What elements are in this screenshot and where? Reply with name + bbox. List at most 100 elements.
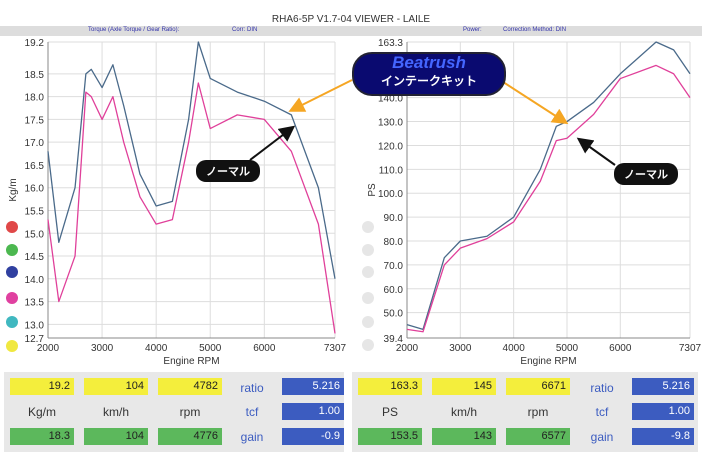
- cur-speed: 104: [84, 428, 148, 445]
- x-tick-label: 7307: [679, 343, 702, 354]
- gain-label: gain: [240, 430, 264, 444]
- tcf-value: 1.00: [282, 403, 344, 420]
- x-tick-label: 7307: [324, 343, 347, 354]
- x-tick-label: 2000: [396, 343, 419, 354]
- beatrush-badge: Beatrush インテークキット: [352, 52, 506, 96]
- x-tick-label: 3000: [449, 343, 472, 354]
- y-axis-label: PS: [367, 183, 378, 197]
- y-tick-label: 18.0: [25, 93, 45, 104]
- arrow-normal-left: [249, 125, 296, 161]
- y-tick-label: 120.0: [378, 141, 403, 152]
- max-power: 163.3: [358, 378, 422, 395]
- y-tick-label: 163.3: [378, 38, 403, 49]
- y-tick-label: 15.5: [25, 206, 45, 217]
- x-tick-label: 2000: [37, 343, 60, 354]
- cur-torque: 18.3: [10, 428, 74, 445]
- inactive-swatch: [362, 244, 374, 256]
- x-tick-label: 3000: [91, 343, 114, 354]
- y-tick-label: 50.0: [384, 309, 404, 320]
- power-label: Power:: [463, 27, 482, 33]
- x-tick-label: 6000: [609, 343, 632, 354]
- ratio-label: ratio: [590, 381, 614, 395]
- unit-power: PS: [381, 405, 398, 419]
- gain-value: -0.9: [282, 428, 344, 445]
- y-tick-label: 14.5: [25, 252, 45, 263]
- tcf-value: 1.00: [632, 403, 694, 420]
- product-label: インテークキット: [380, 74, 477, 88]
- y-tick-label: 15.0: [25, 229, 45, 240]
- ratio-value: 5.216: [632, 378, 694, 395]
- series-line-normal: [47, 82, 336, 334]
- y-tick-label: 14.0: [25, 275, 45, 286]
- y-tick-label: 17.0: [25, 138, 45, 149]
- normal-label-left: ノーマル: [196, 160, 260, 182]
- power-readout-panel: 163.3 145 6671 PS km/h rpm 153.5 143 657…: [352, 372, 698, 452]
- inactive-swatch: [362, 339, 374, 351]
- y-tick-label: 12.7: [25, 334, 45, 345]
- y-tick-label: 19.2: [25, 38, 45, 49]
- y-tick-label: 16.5: [25, 161, 45, 172]
- series-line-beatrush: [406, 41, 691, 331]
- max-rpm: 6671: [506, 378, 570, 395]
- torque-label: Torque (Axle Torque / Gear Ratio):: [88, 27, 180, 33]
- inactive-swatch: [362, 292, 374, 304]
- y-tick-label: 110.0: [379, 165, 404, 176]
- y-tick-label: 70.0: [384, 261, 404, 272]
- color-swatch-blue[interactable]: [6, 266, 18, 278]
- y-tick-label: 17.5: [25, 115, 45, 126]
- y-tick-label: 13.0: [25, 320, 45, 331]
- y-tick-label: 39.4: [384, 334, 404, 345]
- y-tick-label: 18.5: [25, 70, 45, 81]
- max-rpm: 4782: [158, 378, 222, 395]
- torque-readout-panel: 19.2 104 4782 Kg/m km/h rpm 18.3 104 477…: [4, 372, 344, 452]
- cur-speed: 143: [432, 428, 496, 445]
- chart-header: Torque (Axle Torque / Gear Ratio): Corr:…: [0, 26, 702, 36]
- cur-rpm: 4776: [158, 428, 222, 445]
- brand-logo: Beatrush: [392, 53, 466, 72]
- unit-speed: km/h: [450, 405, 477, 419]
- y-tick-label: 16.0: [25, 184, 45, 195]
- arrow-beatrush-left: [288, 79, 353, 112]
- y-tick-label: 80.0: [384, 237, 404, 248]
- y-tick-label: 140.0: [378, 94, 403, 105]
- cur-power: 153.5: [358, 428, 422, 445]
- gain-value: -9.8: [632, 428, 694, 445]
- x-axis-label: Engine RPM: [520, 356, 576, 367]
- unit-speed: km/h: [102, 405, 129, 419]
- color-swatch-green[interactable]: [6, 244, 18, 256]
- ratio-label: ratio: [240, 381, 264, 395]
- color-swatch-cyan[interactable]: [6, 316, 18, 328]
- unit-rpm: rpm: [527, 405, 549, 419]
- color-swatch-red[interactable]: [6, 221, 18, 233]
- color-swatch-magenta[interactable]: [6, 292, 18, 304]
- dyno-charts: 19.2 18.5 18.0 17.5 17.0 16.5 16.0 15.5 15.0 14.5…: [8, 38, 702, 367]
- max-speed: 145: [432, 378, 496, 395]
- inactive-swatch: [362, 266, 374, 278]
- y-tick-label: 90.0: [384, 213, 404, 224]
- cur-rpm: 6577: [506, 428, 570, 445]
- x-tick-label: 6000: [253, 343, 276, 354]
- tcf-label: tcf: [595, 405, 609, 419]
- x-tick-label: 4000: [145, 343, 168, 354]
- y-axis-label: Kg/m: [8, 178, 19, 201]
- inactive-swatch: [362, 316, 374, 328]
- normal-label-right: ノーマル: [614, 163, 678, 185]
- y-tick-label: 130.0: [378, 118, 403, 129]
- inactive-swatch: [362, 221, 374, 233]
- arrow-beatrush-right: [499, 79, 569, 125]
- x-tick-label: 5000: [199, 343, 222, 354]
- y-tick-label: 13.5: [25, 298, 45, 309]
- y-tick-label: 60.0: [384, 285, 404, 296]
- gain-label: gain: [590, 430, 614, 444]
- max-torque: 19.2: [10, 378, 74, 395]
- window-title: RHA6-5P V1.7-04 VIEWER - LAILE: [271, 14, 431, 25]
- x-tick-label: 4000: [503, 343, 526, 354]
- corr-label: Corr: DIN: [232, 27, 258, 33]
- method-label: Correction Method: DIN: [503, 27, 567, 33]
- color-swatch-yellow[interactable]: [6, 340, 18, 352]
- series-line-normal: [406, 64, 691, 333]
- series-line-beatrush: [47, 41, 336, 279]
- unit-rpm: rpm: [179, 405, 201, 419]
- tcf-label: tcf: [245, 405, 259, 419]
- unit-torque: Kg/m: [27, 405, 56, 419]
